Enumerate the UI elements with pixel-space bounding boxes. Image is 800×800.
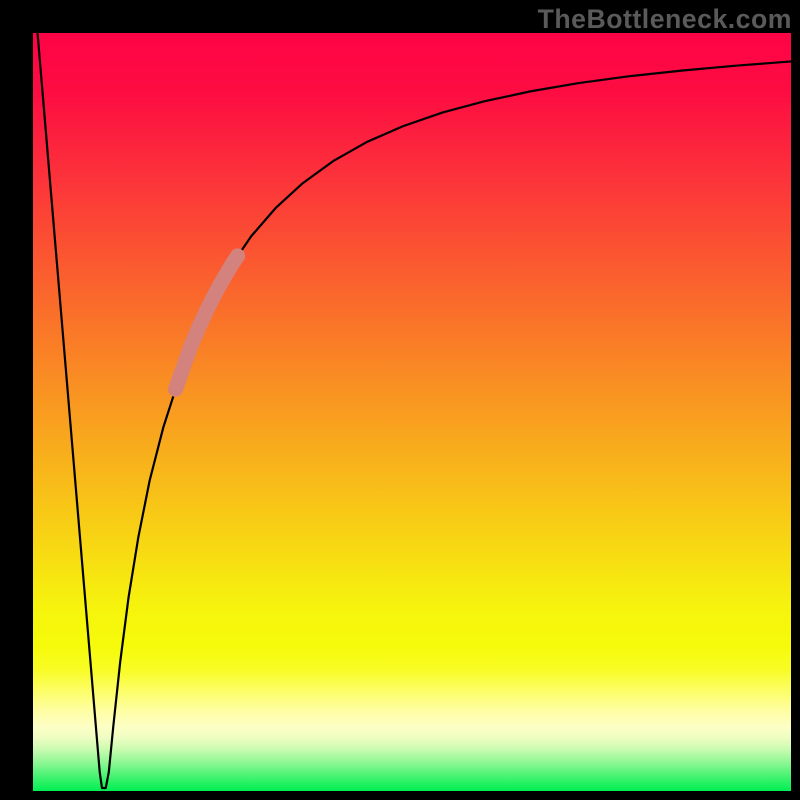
- plot-area: [33, 33, 791, 791]
- watermark-text: TheBottleneck.com: [538, 4, 792, 35]
- plot-svg: [33, 33, 791, 791]
- chart-frame: TheBottleneck.com: [0, 0, 800, 800]
- gradient-background: [33, 33, 791, 791]
- highlight-segment-1: [176, 368, 184, 389]
